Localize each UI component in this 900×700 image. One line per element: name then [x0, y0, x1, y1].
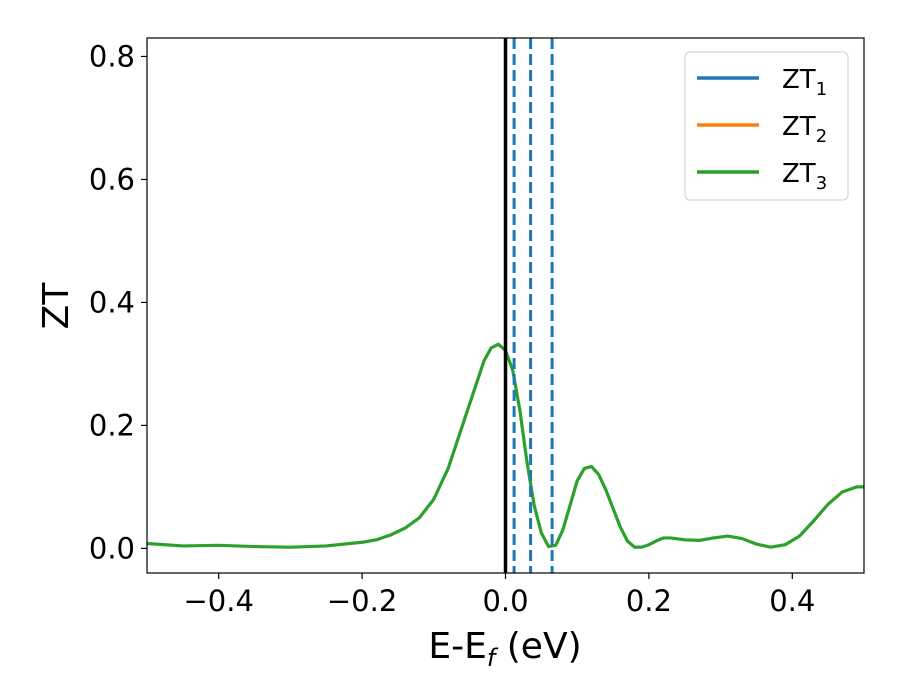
x-axis-title-base: E-E: [428, 626, 486, 667]
series-line-1: [147, 342, 864, 549]
x-axis-title-unit: (eV): [495, 626, 581, 667]
x-tick-label-4: 0.2: [626, 584, 672, 618]
x-tick-label-5: 0.4: [769, 584, 815, 618]
plot-frame: [146, 37, 865, 574]
legend-label-1: ZT1: [782, 65, 827, 100]
x-axis-title: E-Ef (eV): [428, 626, 581, 672]
y-tick-label-5: 0.8: [89, 39, 135, 73]
x-tick-label-3: 0.0: [482, 584, 528, 618]
legend-label-3: ZT3: [782, 159, 827, 194]
y-tick-label-1: 0.0: [89, 531, 135, 565]
y-tick-label-4: 0.6: [89, 162, 135, 196]
legend-label-2: ZT2: [782, 112, 827, 147]
x-tick-label-1: −0.4: [183, 584, 253, 618]
y-axis-title: ZT: [36, 282, 77, 330]
legend: ZT1 ZT2 ZT3: [684, 51, 849, 201]
axes-layer: −0.4 −0.2 0.0 0.2 0.4 0.0 0.2 0.4 0.6 0.8: [89, 39, 815, 618]
legend-box: [684, 51, 849, 201]
plot-layer: [147, 38, 864, 573]
y-tick-label-2: 0.2: [89, 408, 135, 442]
y-tick-label-3: 0.4: [89, 285, 135, 319]
x-tick-label-2: −0.2: [327, 584, 397, 618]
